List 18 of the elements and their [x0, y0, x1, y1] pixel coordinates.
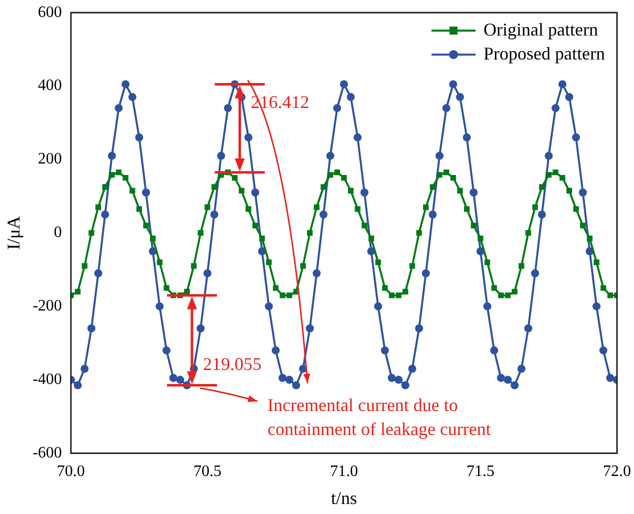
annotation: 219.055: [202, 354, 262, 374]
annotation: Incremental current due to containment of leakage current: [268, 395, 491, 440]
legend-label: Proposed pattern: [484, 43, 606, 64]
x-axis-title: t/ns: [330, 488, 357, 508]
x-tick-label: 70.5: [193, 463, 222, 480]
x-tick-label: 72.0: [603, 463, 631, 480]
y-tick-label: 200: [38, 150, 62, 168]
y-tick-label: 0: [54, 224, 62, 242]
y-tick-label: -600: [32, 444, 62, 462]
legend-label: Original pattern: [484, 19, 598, 40]
y-tick-label: -400: [32, 370, 62, 388]
y-tick-label: 600: [38, 4, 62, 21]
x-tick-label: 70.0: [56, 463, 85, 480]
y-tick-label: 400: [38, 77, 62, 94]
x-tick-label: 71.0: [330, 463, 358, 480]
y-axis-title: I/μA: [4, 216, 24, 250]
x-tick-label: 71.5: [466, 463, 494, 480]
y-tick-label: -200: [32, 298, 62, 315]
